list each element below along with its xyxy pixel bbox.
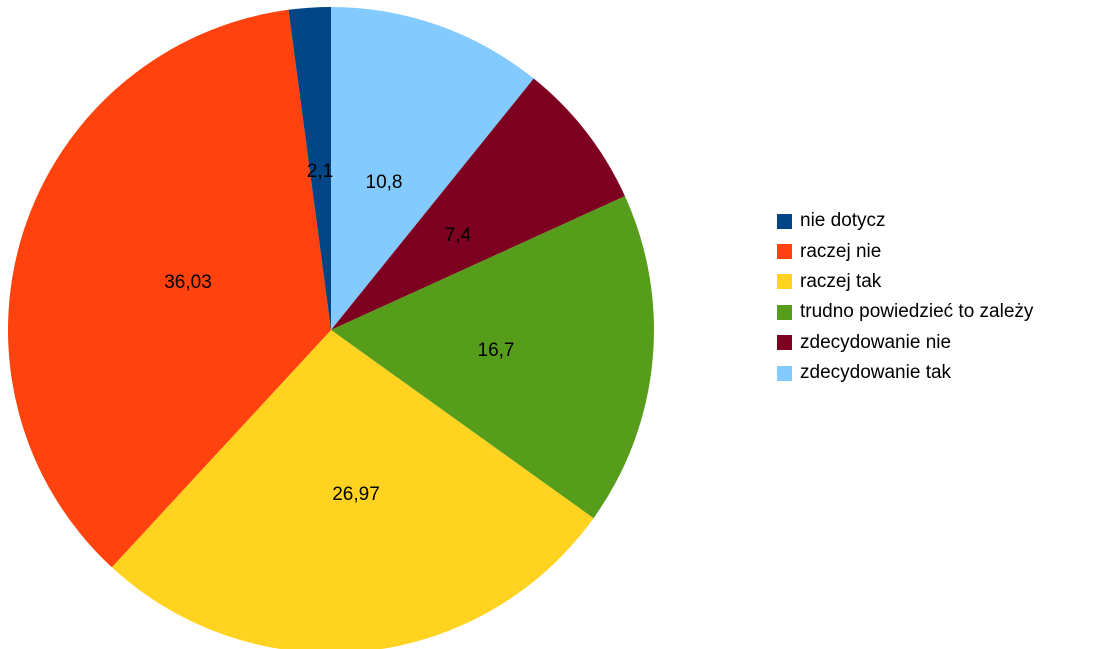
slice-value-label: 26,97: [332, 484, 380, 505]
legend-label-raczej-tak: raczej tak: [800, 270, 882, 292]
legend-item-zdecydowanie-tak: zdecydowanie tak: [777, 358, 1033, 388]
legend-swatch-zdecydowanie-nie: [777, 335, 792, 351]
pie-chart: 10,8 7,4 16,7 26,97 36,03 2,1: [7, 7, 654, 649]
legend-item-nie-dotycz: nie dotycz: [777, 206, 1033, 236]
legend-label-zdecydowanie-nie: zdecydowanie nie: [800, 331, 952, 353]
legend-swatch-zdecydowanie-tak: [777, 365, 792, 381]
slice-value-label: 36,03: [164, 272, 212, 293]
legend-label-trudno-powiedziec: trudno powiedzieć to zależy: [800, 301, 1034, 323]
slice-value-label: 16,7: [478, 340, 515, 361]
pie-slice-zdecydowanie-nie: [331, 78, 625, 330]
legend-label-nie-dotycz: nie dotycz: [800, 210, 886, 232]
legend-label-raczej-nie: raczej nie: [800, 240, 882, 262]
legend-item-raczej-tak: raczej tak: [777, 267, 1033, 297]
legend-swatch-nie-dotycz: [777, 213, 792, 229]
legend-swatch-raczej-tak: [777, 274, 792, 290]
pie-slice-raczej-nie: [7, 9, 332, 568]
pie-slice-nie-dotycz: [288, 7, 331, 330]
pie-chart-svg: 10,8 7,4 16,7 26,97 36,03 2,1: [7, 7, 654, 649]
legend-swatch-raczej-nie: [777, 244, 792, 260]
legend-label-zdecydowanie-tak: zdecydowanie tak: [800, 362, 952, 384]
pie-slice-zdecydowanie-tak: [331, 7, 534, 330]
slice-value-label: 7,4: [445, 225, 472, 246]
slice-value-label: 10,8: [366, 172, 403, 193]
legend-item-zdecydowanie-nie: zdecydowanie nie: [777, 328, 1033, 358]
legend-item-trudno-powiedziec: trudno powiedzieć to zależy: [777, 297, 1033, 327]
legend-swatch-trudno-powiedziec: [777, 304, 792, 320]
slice-value-label: 2,1: [307, 161, 333, 182]
pie-slice-raczej-tak: [111, 330, 594, 649]
legend: nie dotycz raczej nie raczej tak trudno …: [777, 206, 1033, 388]
legend-item-raczej-nie: raczej nie: [777, 236, 1033, 266]
pie-slice-trudno-powiedzieć-to-zależy: [331, 196, 654, 519]
